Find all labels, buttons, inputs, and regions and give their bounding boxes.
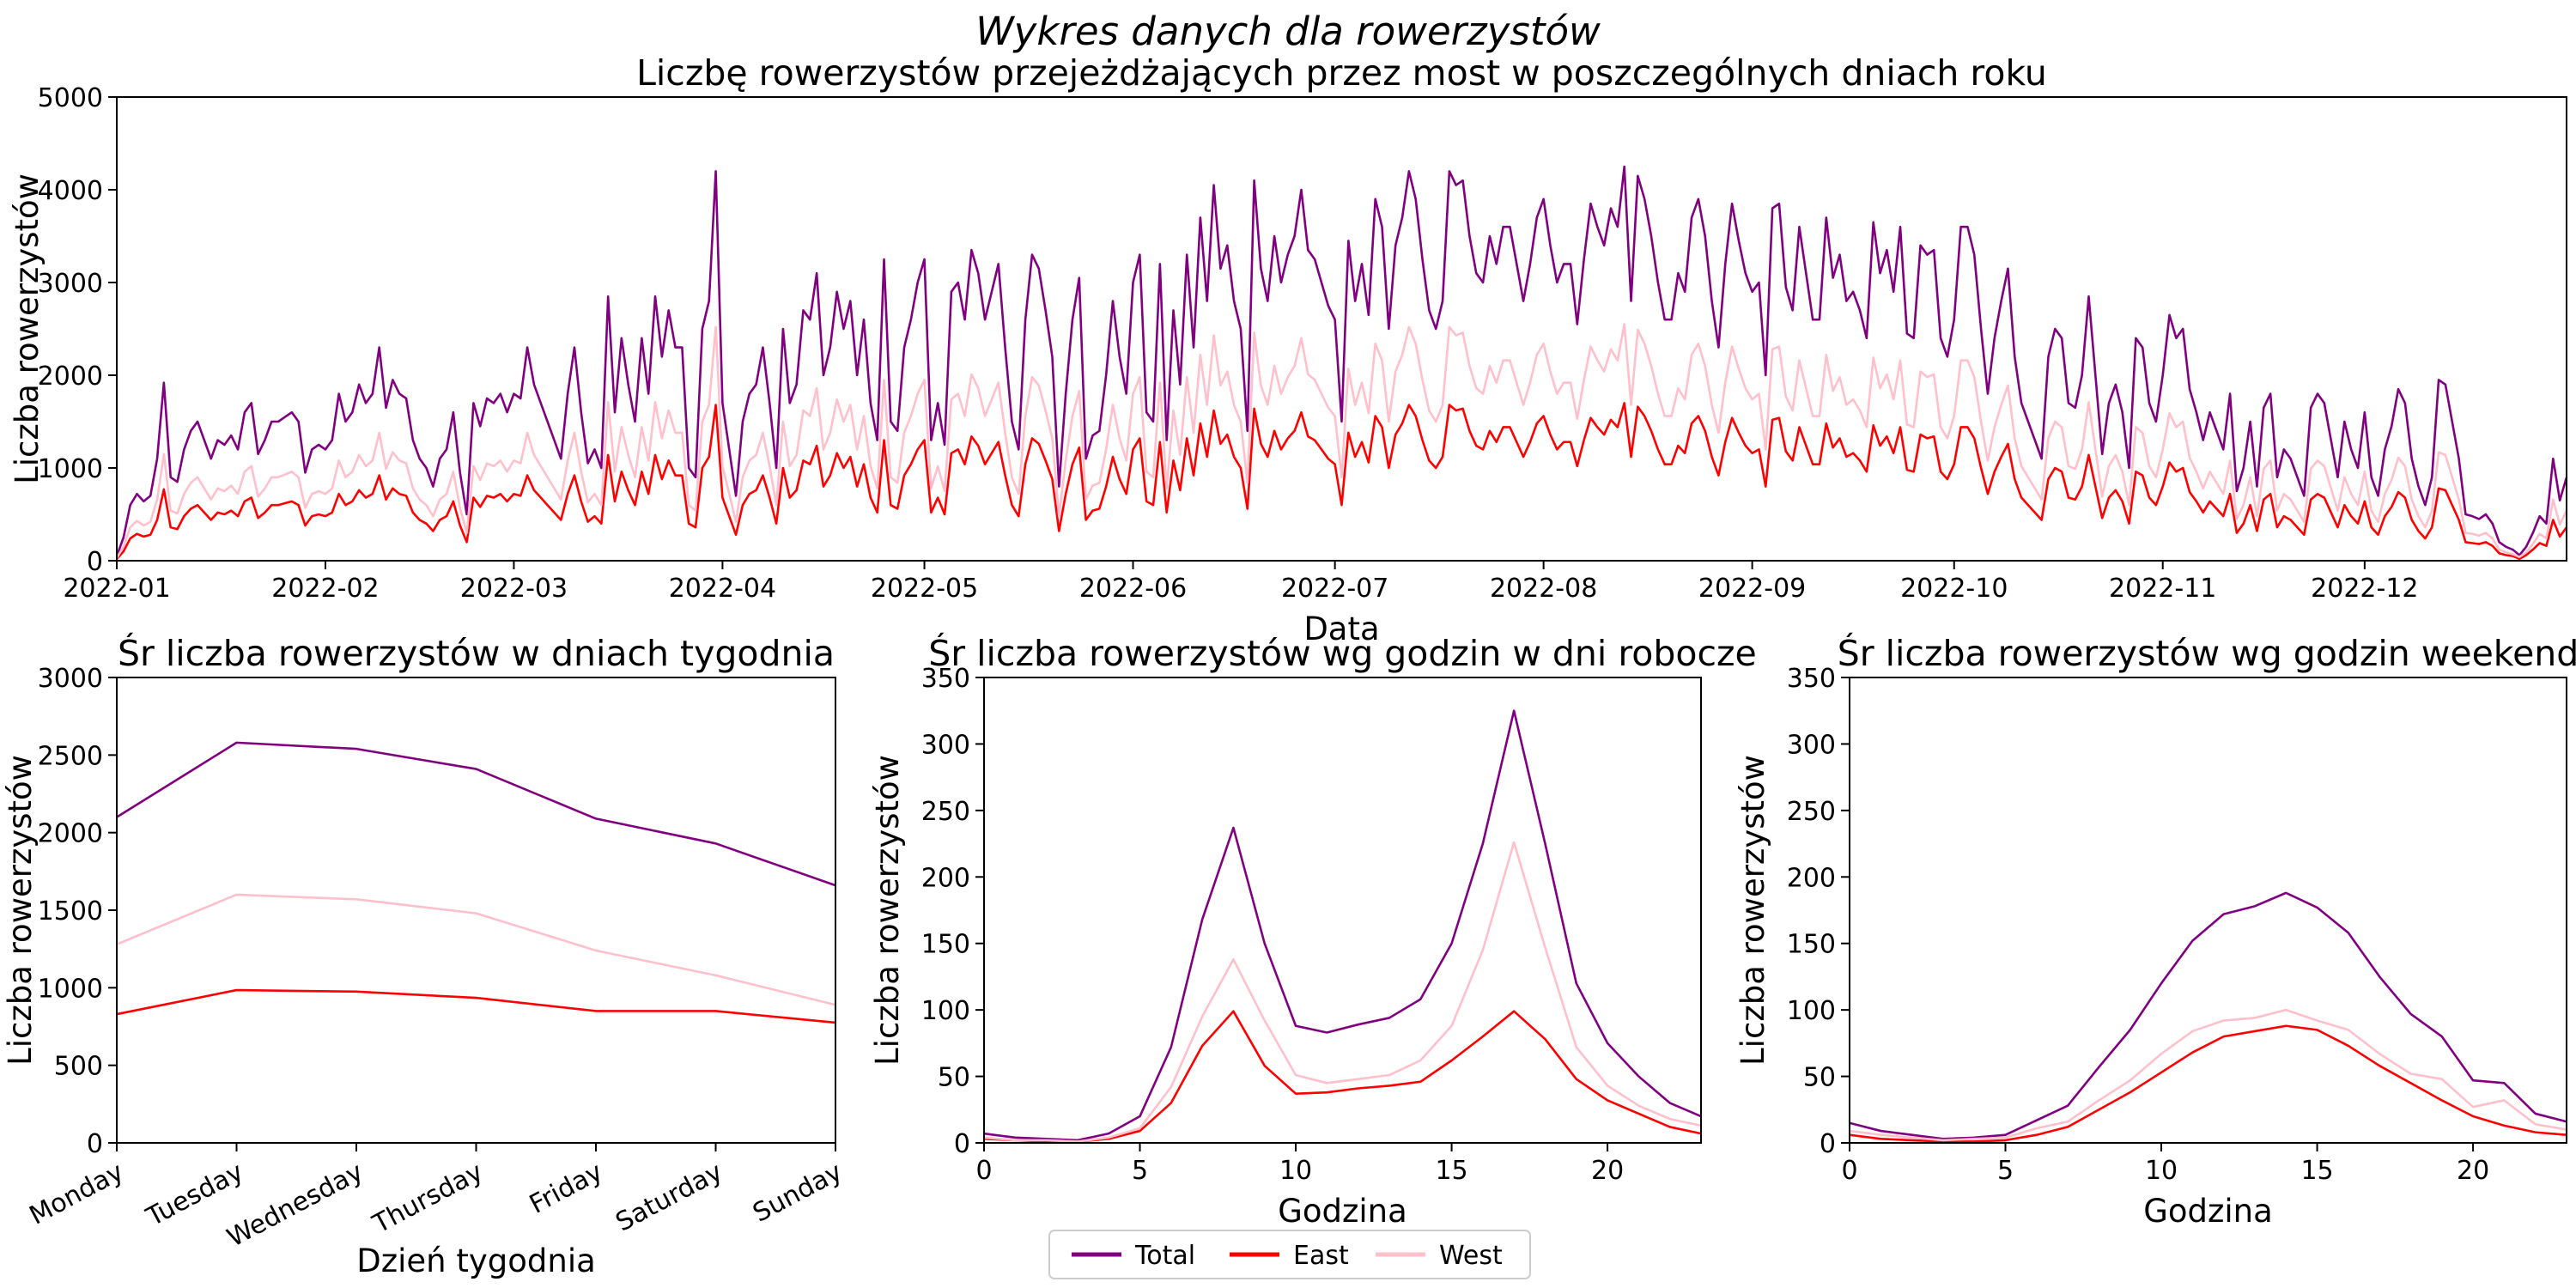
series-line	[1849, 1008, 2567, 1142]
series-line	[983, 841, 1702, 1143]
axes-frame	[116, 96, 2567, 562]
y-tick-label: 1000	[38, 454, 103, 484]
x-tick-label: 10	[1279, 1156, 1312, 1186]
y-tick-label: 150	[1787, 930, 1836, 960]
axes-title: Śr liczba rowerzystów w dniach tygodnia	[118, 633, 835, 674]
x-tick-label: 2022-02	[271, 574, 379, 604]
axes-title: Śr liczba rowerzystów wg godzin w dni ro…	[928, 633, 1757, 674]
legend-label: West	[1439, 1241, 1503, 1271]
y-tick-label: 350	[921, 664, 970, 694]
y-tick-label: 350	[1787, 664, 1836, 694]
x-tick-label: 20	[2457, 1156, 2489, 1186]
series-line	[983, 709, 1702, 1142]
axes-title: Śr liczba rowerzystów wg godzin weekend	[1838, 633, 2576, 674]
x-axis-label: Godzina	[1278, 1193, 1407, 1230]
x-tick-label: 2022-03	[460, 574, 568, 604]
legend-label: East	[1293, 1241, 1349, 1271]
series-line	[1849, 1024, 2567, 1143]
x-tick-label: 2022-10	[1900, 574, 2008, 604]
y-axis-label: Liczba rowerzystów	[869, 755, 906, 1066]
y-tick-label: 0	[954, 1129, 970, 1159]
axes-frame	[983, 677, 1702, 1144]
series-line	[116, 741, 836, 887]
y-tick-label: 2000	[38, 361, 103, 392]
legend: Total East West	[1048, 1230, 1531, 1279]
x-tick-label: 5	[1132, 1156, 1148, 1186]
x-tick-label: Monday	[25, 1157, 129, 1231]
y-tick-label: 1000	[38, 974, 103, 1004]
x-tick-label: 2022-09	[1698, 574, 1806, 604]
y-tick-label: 100	[1787, 996, 1836, 1026]
x-tick-label: 0	[1841, 1156, 1857, 1186]
x-tick-label: Sunday	[748, 1157, 848, 1229]
x-tick-label: 2022-07	[1281, 574, 1388, 604]
y-tick-label: 2500	[38, 741, 103, 771]
y-tick-label: 50	[1803, 1063, 1836, 1093]
x-tick-label: 5	[1997, 1156, 2014, 1186]
x-tick-label: Friday	[525, 1157, 608, 1220]
y-tick-label: 5000	[38, 83, 103, 113]
y-tick-label: 300	[1787, 730, 1836, 760]
x-tick-label: Wednesday	[222, 1157, 368, 1253]
y-tick-label: 0	[87, 1129, 103, 1159]
y-tick-label: 250	[921, 797, 970, 827]
y-tick-label: 0	[1820, 1129, 1836, 1159]
series-line	[115, 323, 2568, 559]
axes-frame	[116, 677, 836, 1144]
y-tick-label: 3000	[38, 664, 103, 694]
x-tick-label: 2022-08	[1490, 574, 1597, 604]
y-tick-label: 300	[921, 730, 970, 760]
series-line	[115, 165, 2568, 557]
x-tick-label: 20	[1591, 1156, 1624, 1186]
y-tick-label: 200	[921, 863, 970, 893]
x-tick-label: 10	[2145, 1156, 2178, 1186]
legend-label: Total	[1134, 1241, 1195, 1271]
x-axis-label: Dzień tygodnia	[356, 1242, 596, 1279]
y-tick-label: 2000	[38, 819, 103, 849]
series-line	[983, 1010, 1702, 1143]
y-axis-label: Liczba rowerzystów	[9, 173, 46, 484]
x-tick-label: 15	[1435, 1156, 1467, 1186]
x-tick-label: 0	[975, 1156, 992, 1186]
x-axis-label: Godzina	[2143, 1193, 2273, 1230]
series-line	[116, 988, 836, 1024]
y-tick-label: 3000	[38, 269, 103, 299]
y-tick-label: 250	[1787, 797, 1836, 827]
x-tick-label: Thursday	[368, 1157, 488, 1240]
y-tick-label: 150	[921, 930, 970, 960]
x-tick-label: 2022-06	[1079, 574, 1187, 604]
y-axis-label: Liczba rowerzystów	[1735, 755, 1771, 1066]
y-tick-label: 0	[87, 547, 103, 577]
x-tick-label: 2022-05	[871, 574, 978, 604]
figure-title: Wykres danych dla rowerzystów	[975, 9, 1601, 54]
y-tick-label: 1500	[38, 896, 103, 927]
x-tick-label: 2022-04	[669, 574, 776, 604]
x-axis-label: Data	[1303, 611, 1379, 647]
axes-frame	[1849, 677, 2567, 1144]
series-line	[116, 402, 2568, 561]
y-axis-label: Liczba rowerzystów	[2, 755, 39, 1066]
series-line	[1849, 891, 2567, 1140]
x-tick-label: 2022-01	[63, 574, 170, 604]
y-tick-label: 100	[921, 996, 970, 1026]
series-line	[116, 893, 836, 1006]
x-tick-label: 2022-12	[2311, 574, 2418, 604]
y-tick-label: 500	[54, 1052, 103, 1082]
y-tick-label: 50	[938, 1063, 970, 1093]
legend-box	[1048, 1230, 1531, 1279]
x-tick-label: 2022-11	[2109, 574, 2216, 604]
x-tick-label: Saturday	[611, 1157, 727, 1237]
y-tick-label: 200	[1787, 863, 1836, 893]
x-tick-label: 15	[2300, 1156, 2333, 1186]
axes-title: Liczbę rowerzystów przejeżdżających prze…	[636, 52, 2047, 94]
y-tick-label: 4000	[38, 176, 103, 206]
